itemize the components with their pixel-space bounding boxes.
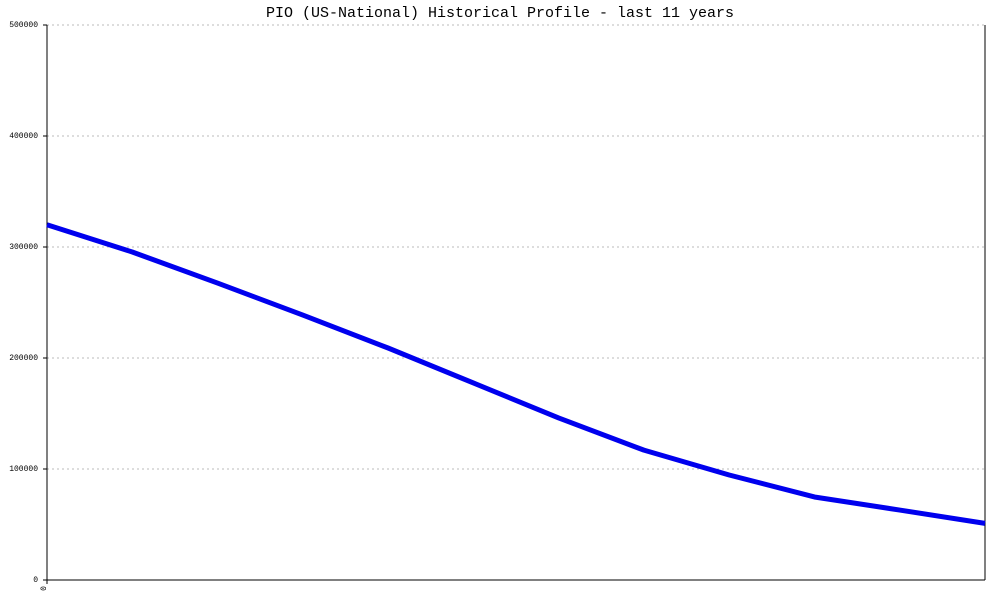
- y-tick-label: 500000: [9, 21, 38, 30]
- y-tick-label: 100000: [9, 465, 38, 474]
- y-tick-label: 300000: [9, 243, 38, 252]
- data-line: [46, 222, 986, 526]
- chart-title: PIO (US-National) Historical Profile - l…: [266, 5, 734, 22]
- x-tick-label: 0: [40, 586, 49, 591]
- y-tick-label: 200000: [9, 354, 38, 363]
- y-tick-label: 0: [33, 576, 38, 585]
- y-tick-label: 400000: [9, 132, 38, 141]
